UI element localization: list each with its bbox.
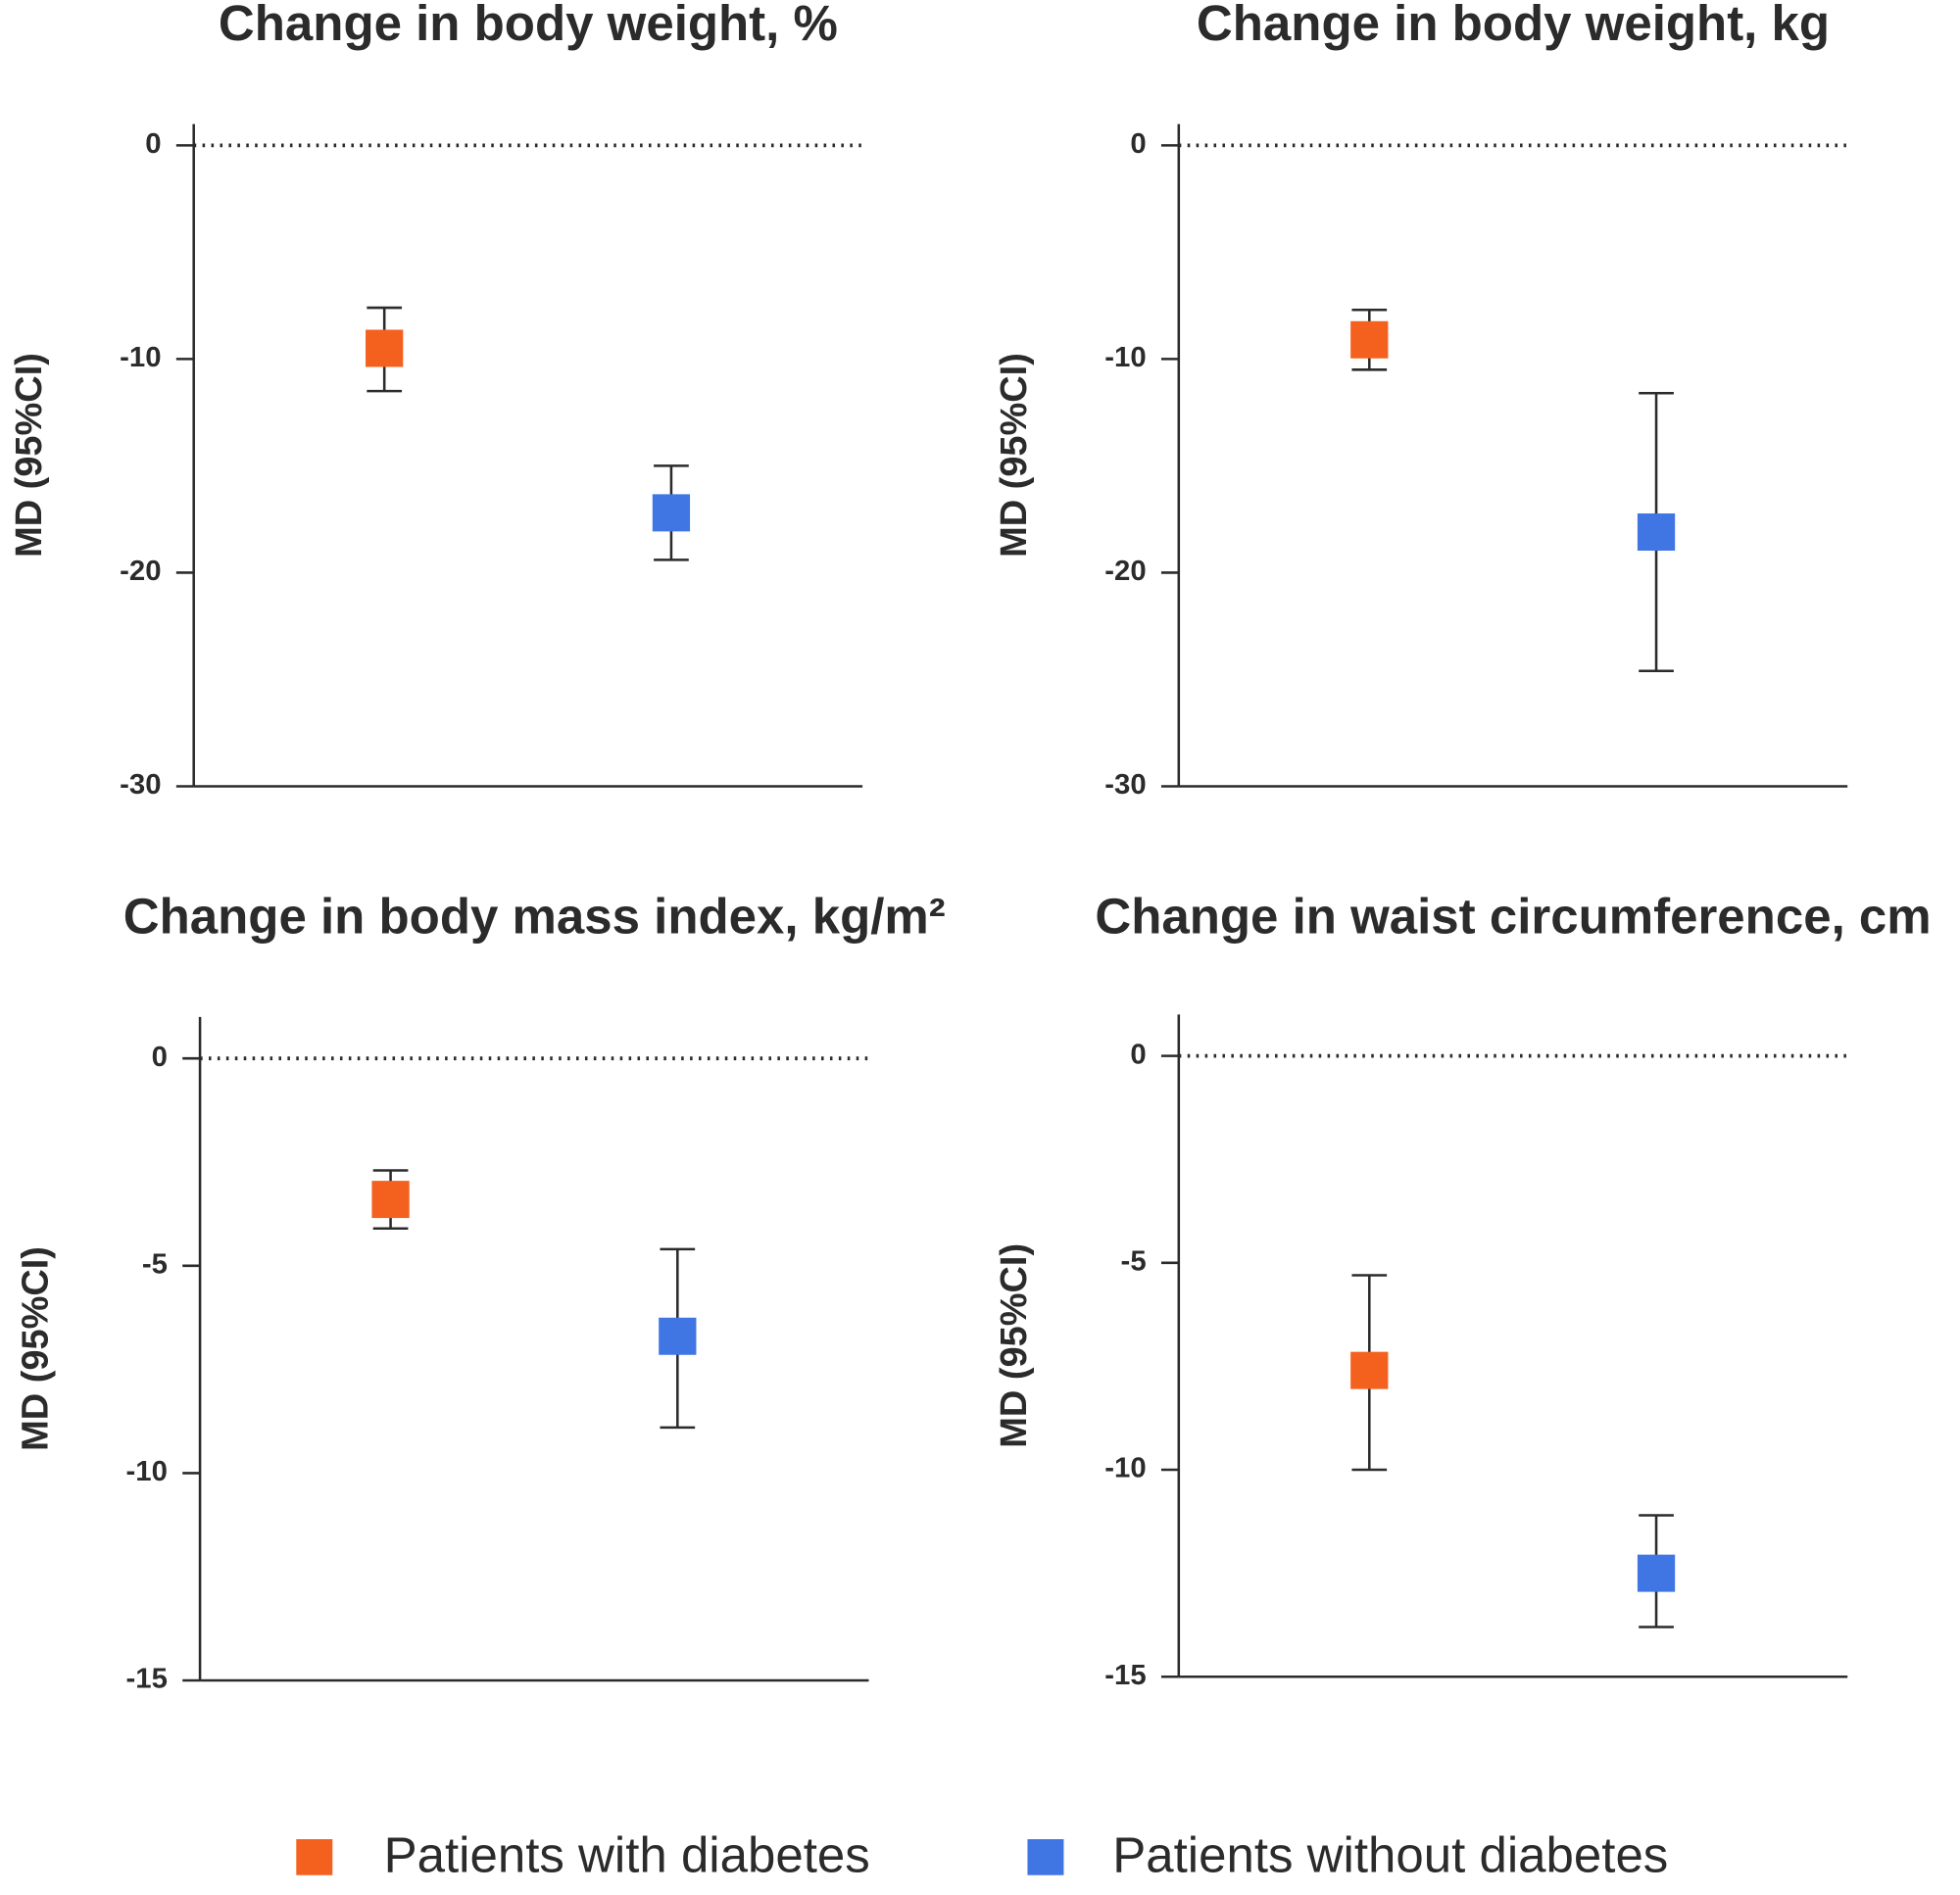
point [366,329,404,367]
legend-label: Patients without diabetes [1112,1827,1668,1883]
point [652,494,691,532]
y-tick-label: 0 [1130,128,1146,160]
point [1637,1554,1676,1592]
chart-title: Change in body weight, % [219,0,838,51]
legend-swatch [296,1839,333,1875]
y-tick-label: 0 [1130,1039,1146,1070]
y-tick-label: -20 [1104,556,1146,587]
y-tick-label: -30 [120,769,161,801]
y-tick-label: -5 [1121,1246,1147,1278]
point [371,1181,410,1219]
point [659,1317,697,1355]
y-tick-label: 0 [152,1042,168,1073]
y-tick-label: -20 [120,556,161,587]
legend-swatch [1027,1839,1064,1875]
chart-title: Change in body weight, kg [1197,0,1830,51]
chart-title: Change in waist circumference, cm [1095,889,1931,945]
chart-title: Change in body mass index, kg/m² [123,889,946,945]
y-tick-label: -10 [126,1456,168,1487]
y-axis-label: MD (95%CI) [15,1246,56,1451]
legend-label: Patients with diabetes [384,1827,870,1883]
point [1350,320,1389,359]
y-tick-label: -10 [120,342,161,373]
y-tick-label: 0 [145,128,161,160]
y-tick-label: -15 [126,1664,168,1695]
y-tick-label: -15 [1104,1660,1146,1691]
y-tick-label: -30 [1104,769,1146,801]
y-axis-label: MD (95%CI) [994,353,1035,558]
y-axis-label: MD (95%CI) [9,353,50,558]
y-tick-label: -10 [1104,1453,1146,1484]
y-tick-label: -10 [1104,342,1146,373]
point [1350,1351,1389,1389]
y-axis-label: MD (95%CI) [994,1243,1035,1448]
y-tick-label: -5 [142,1249,168,1281]
point [1637,513,1676,551]
